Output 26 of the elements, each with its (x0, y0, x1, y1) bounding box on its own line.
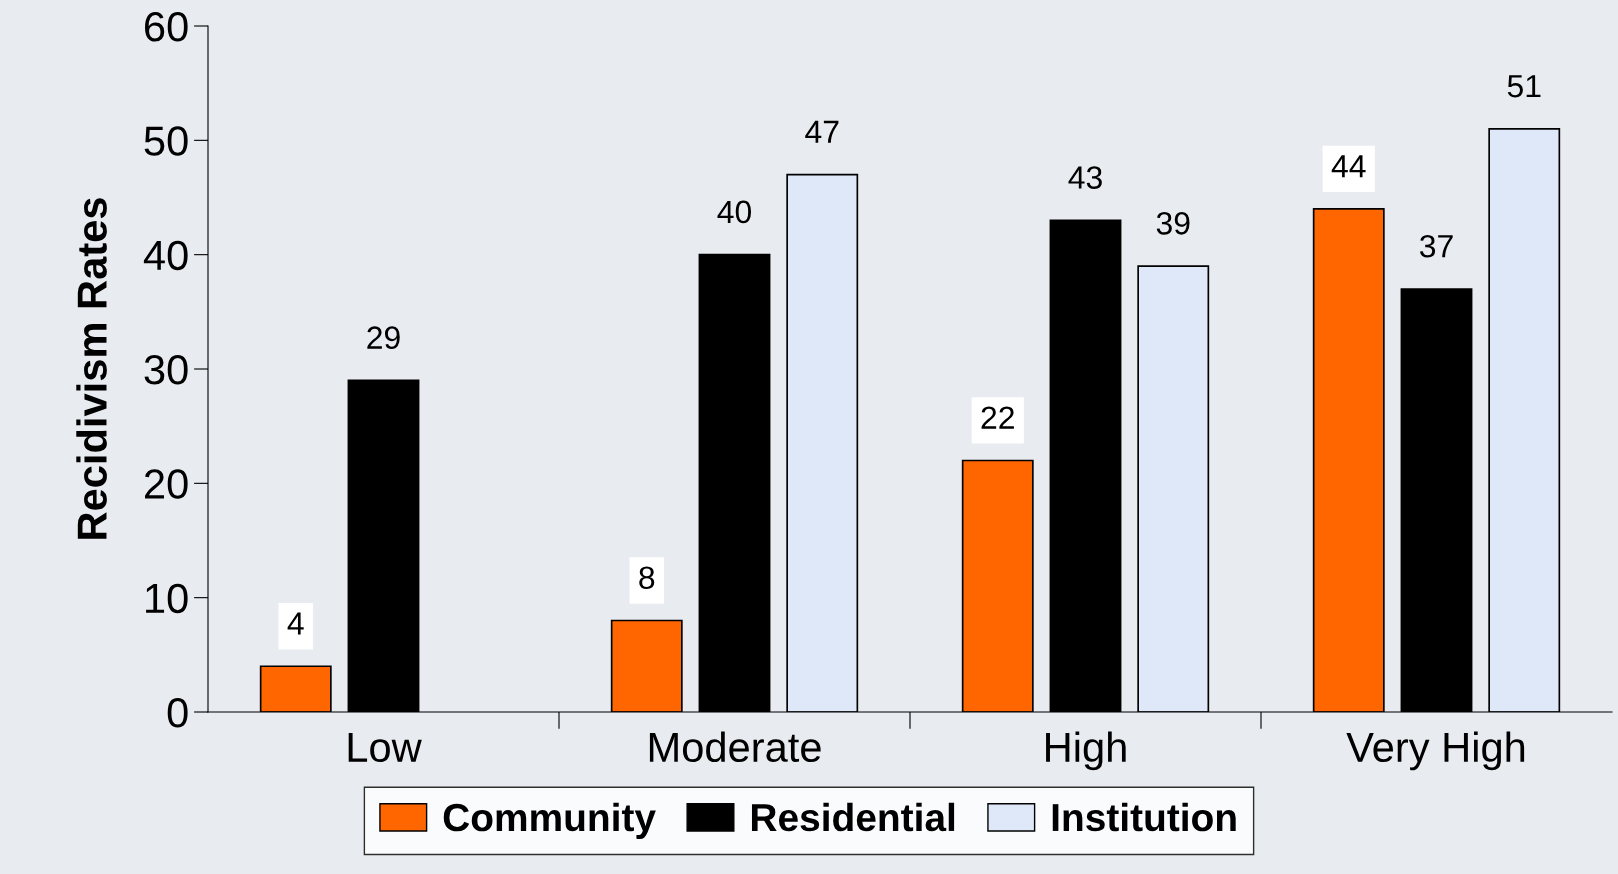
legend-label: Residential (751, 802, 955, 832)
data-label: 4 (287, 612, 304, 635)
data-label: 22 (981, 406, 1014, 429)
data-label: 40 (717, 200, 752, 224)
y-tick-label: 20 (145, 469, 188, 499)
x-tick-label: High (1046, 731, 1126, 771)
data-label: 47 (805, 120, 839, 143)
y-tick-label: 30 (144, 355, 188, 385)
data-label: 44 (1331, 155, 1366, 178)
data-label: 51 (1507, 75, 1541, 98)
data-label: 43 (1068, 166, 1102, 189)
data-label: 39 (1156, 212, 1190, 235)
legend-label: Community (443, 802, 656, 839)
legend-label: Institution (1052, 802, 1236, 832)
data-label: 37 (1419, 234, 1453, 258)
x-tick-label: Moderate (649, 731, 821, 763)
y-tick-label: 60 (145, 12, 188, 42)
x-tick-label: Very High (1346, 731, 1525, 771)
data-label: 29 (367, 326, 400, 349)
data-label: 8 (639, 566, 655, 590)
y-axis-title: Recidivism Rates (76, 198, 107, 539)
y-tick-label: 40 (143, 240, 188, 271)
y-tick-label: 0 (167, 698, 188, 728)
y-tick-label: 50 (144, 126, 188, 156)
x-tick-label: Low (348, 732, 422, 763)
y-tick-label: 10 (146, 583, 188, 614)
